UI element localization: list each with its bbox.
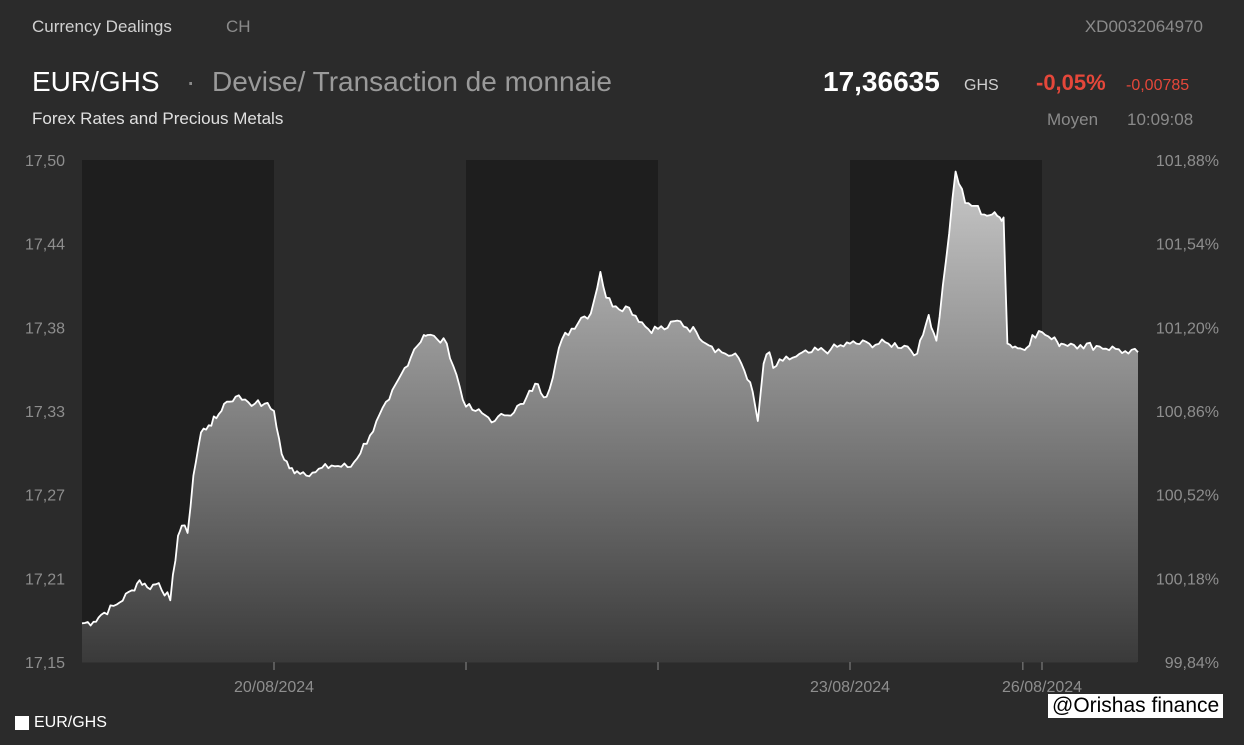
legend-label: EUR/GHS xyxy=(34,714,107,731)
y-tick-label-left: 17,33 xyxy=(25,404,65,421)
y-tick-label-left: 17,15 xyxy=(25,655,65,672)
legend-swatch xyxy=(15,716,29,730)
x-tick-label: 23/08/2024 xyxy=(810,679,890,695)
price-area xyxy=(82,171,1138,662)
y-tick-label-right: 101,88% xyxy=(1156,153,1219,170)
last-price: 17,36635 xyxy=(823,66,940,97)
x-axis-ticks: 20/08/2024 23/08/2024 26/08/2024 xyxy=(234,662,1082,695)
change-absolute: -0,00785 xyxy=(1126,77,1190,94)
price-currency: GHS xyxy=(964,77,999,94)
price-line xyxy=(81,170,1139,627)
x-tick-label: 20/08/2024 xyxy=(234,679,314,695)
y-tick-label-right: 100,18% xyxy=(1156,571,1219,588)
price-type-label: Moyen xyxy=(1047,110,1099,129)
x-tick-label: 26/08/2024 xyxy=(1002,679,1082,695)
y-tick-label-right: 100,86% xyxy=(1156,404,1219,421)
y-tick-label-left: 17,50 xyxy=(25,153,65,170)
price-chart[interactable]: 20/08/2024 23/08/2024 26/08/2024 17,50 17,4… xyxy=(0,140,1244,695)
y-tick-label-left: 17,44 xyxy=(25,237,65,254)
y-tick-label-right: 100,52% xyxy=(1156,488,1219,505)
category-label: Currency Dealings xyxy=(32,17,172,36)
exchange-label: CH xyxy=(226,17,251,36)
y-tick-label-left: 17,27 xyxy=(25,488,65,505)
legend: EUR/GHS xyxy=(15,714,107,732)
title-separator: · xyxy=(186,66,196,97)
y-axis-right: 101,88% 101,54% 101,20% 100,86% 100,52% 100,1… xyxy=(1156,153,1219,672)
instrument-subtitle: Forex Rates and Precious Metals xyxy=(32,109,284,128)
y-tick-label-left: 17,21 xyxy=(25,571,65,588)
y-axis-left: 17,50 17,44 17,38 17,33 17,27 17,21 17,15 xyxy=(25,153,65,672)
y-tick-label-left: 17,38 xyxy=(25,320,65,337)
y-tick-label-right: 101,54% xyxy=(1156,237,1219,254)
quote-time: 10:09:08 xyxy=(1127,110,1194,129)
isin-label: XD0032064970 xyxy=(1084,17,1203,36)
instrument-name: Devise/ Transaction de monnaie xyxy=(212,66,612,97)
y-tick-label-right: 99,84% xyxy=(1165,655,1219,672)
instrument-symbol: EUR/GHS xyxy=(32,66,160,97)
watermark: @Orishas finance xyxy=(1048,694,1224,718)
change-percent: -0,05% xyxy=(1036,70,1106,95)
y-tick-label-right: 101,20% xyxy=(1156,320,1219,337)
